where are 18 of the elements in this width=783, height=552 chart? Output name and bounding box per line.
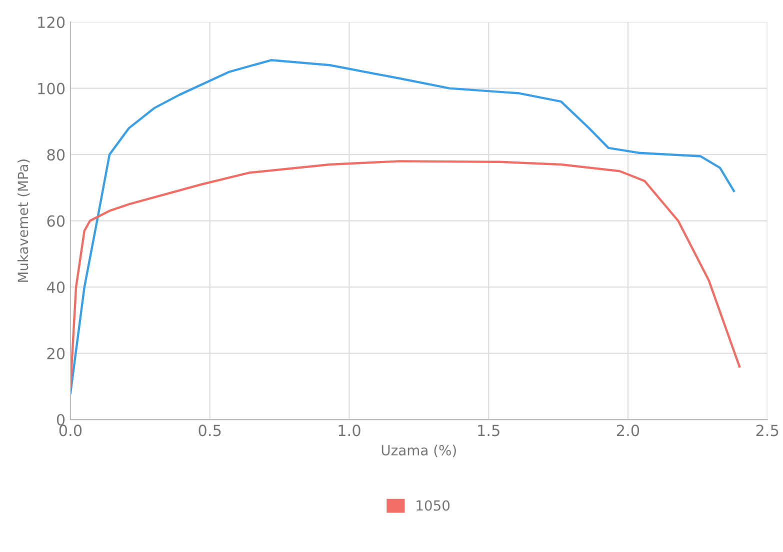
x-tick-label: 2.5 [756, 424, 778, 436]
x-tick-label: 0.5 [198, 424, 221, 436]
x-tick-label: 1.0 [338, 424, 360, 436]
legend-label: 1050 [416, 500, 450, 511]
y-tick-label: 80 [47, 149, 65, 161]
line-series [70, 160, 741, 388]
x-axis-title: Uzama (%) [382, 444, 456, 458]
y-axis-title: Mukavemet (MPa) [17, 160, 30, 282]
y-tick-label: 120 [38, 16, 65, 28]
y-tick-label: 0 [56, 414, 65, 426]
x-tick-label: 0.0 [59, 424, 82, 436]
x-tick-label: 1.5 [478, 424, 500, 436]
y-tick-label: 60 [47, 215, 65, 227]
y-tick-label: 40 [46, 282, 65, 294]
y-tick-label: 20 [47, 348, 65, 360]
line-series [70, 59, 735, 394]
y-tick-label: 100 [38, 82, 65, 94]
x-tick-label: 2.0 [616, 424, 640, 436]
